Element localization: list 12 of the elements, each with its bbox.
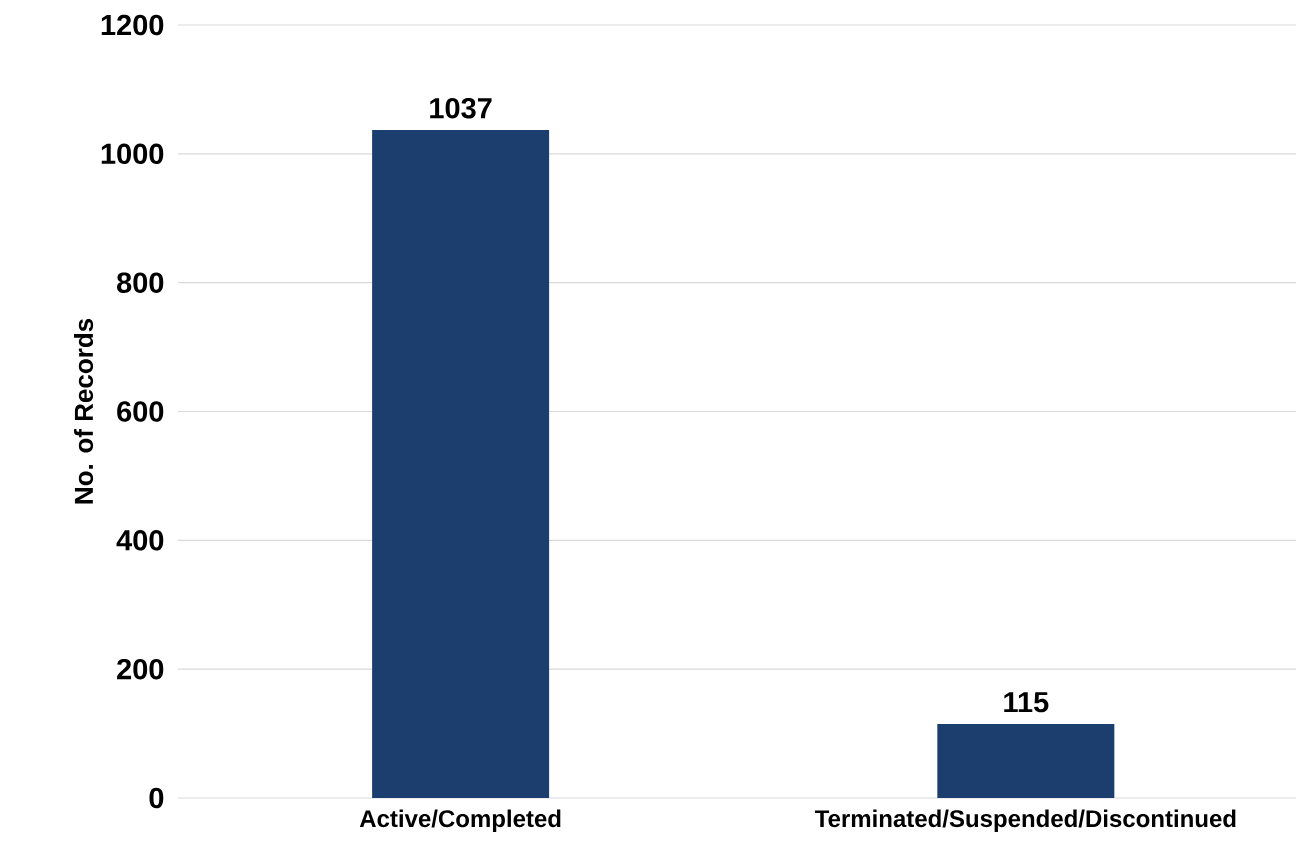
y-tick-label: 1200 bbox=[101, 14, 164, 36]
y-axis-title: No. of Records bbox=[74, 318, 94, 504]
x-tick-label: Terminated/Suspended/Discontinued bbox=[814, 809, 1236, 832]
x-tick-label: Active/Completed bbox=[359, 809, 561, 832]
data-label: 115 bbox=[1004, 692, 1049, 713]
y-tick-label: 1000 bbox=[101, 143, 164, 165]
y-tick-label: 800 bbox=[117, 272, 164, 293]
y-tick-label: 400 bbox=[116, 530, 164, 551]
y-tick-label: 200 bbox=[117, 658, 164, 680]
y-tick-label: 0 bbox=[149, 787, 164, 809]
data-label: 1037 bbox=[430, 97, 492, 119]
y-tick-label: 600 bbox=[117, 401, 164, 422]
